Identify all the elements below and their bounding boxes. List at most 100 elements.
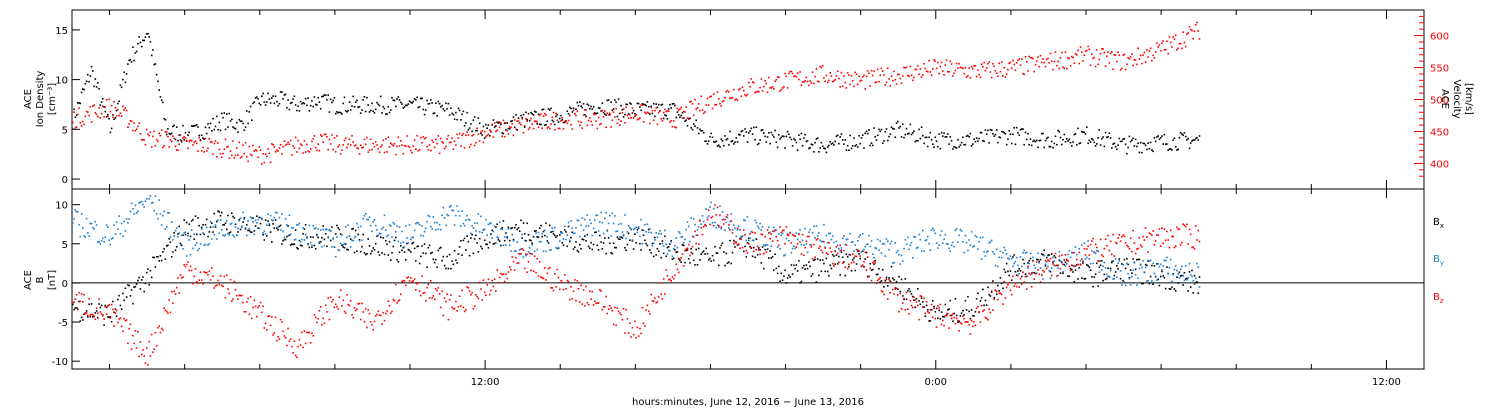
velocity-point <box>605 126 607 129</box>
velocity-point <box>870 69 873 72</box>
density-point <box>733 143 735 145</box>
density-point <box>646 101 649 103</box>
bx-point <box>1057 264 1059 267</box>
density-point <box>274 95 277 98</box>
velocity-point <box>418 148 421 151</box>
bx-point <box>536 236 538 238</box>
density-point <box>617 98 620 100</box>
density-point <box>229 120 232 122</box>
by-point <box>426 220 428 223</box>
density-point <box>1152 150 1154 153</box>
velocity-point <box>1062 66 1064 68</box>
bz-point <box>987 318 989 321</box>
velocity-point <box>861 76 864 78</box>
by-point <box>570 220 572 222</box>
bx-point <box>833 255 835 257</box>
bx-point <box>493 242 496 245</box>
velocity-point <box>764 80 766 82</box>
by-point <box>403 245 406 248</box>
by-point <box>990 239 993 242</box>
velocity-point <box>164 131 167 133</box>
bz-point <box>566 279 569 282</box>
bx-point <box>854 269 856 272</box>
by-point <box>481 231 483 234</box>
bz-point <box>824 247 826 249</box>
bz-point <box>542 277 545 280</box>
velocity-point <box>780 88 783 91</box>
bz-point <box>998 292 1000 295</box>
by-point <box>108 239 110 241</box>
bz-point <box>1138 237 1141 239</box>
bx-point <box>585 240 587 242</box>
density-point <box>1189 142 1192 144</box>
velocity-point <box>249 153 252 156</box>
bz-point <box>319 306 322 308</box>
bz-point <box>739 247 741 250</box>
by-point <box>893 261 895 264</box>
by-point <box>205 226 208 229</box>
density-point <box>806 139 809 142</box>
bx-point <box>242 221 244 223</box>
bx-point <box>82 319 84 321</box>
velocity-point <box>303 140 306 142</box>
density-point <box>965 135 968 137</box>
by-point <box>299 241 302 243</box>
density-point <box>651 112 654 115</box>
density-point <box>665 114 667 117</box>
velocity-point <box>243 152 246 155</box>
bz-point <box>804 246 806 249</box>
bx-point <box>1134 268 1137 271</box>
density-point <box>917 140 919 142</box>
bz-point <box>169 311 172 314</box>
velocity-point <box>629 113 631 116</box>
density-point <box>538 123 541 125</box>
bx-point <box>447 267 450 270</box>
density-point <box>898 127 900 129</box>
density-point <box>511 120 513 122</box>
bz-point <box>1008 282 1010 284</box>
density-point <box>730 140 733 143</box>
density-point <box>750 127 753 130</box>
bz-point <box>286 344 288 347</box>
bx-point <box>312 236 314 239</box>
density-point <box>839 136 841 138</box>
bx-point <box>893 279 895 281</box>
density-point <box>219 129 222 132</box>
bz-point <box>411 281 413 283</box>
velocity-point <box>426 145 428 148</box>
bz-point <box>562 288 565 291</box>
bz-point <box>890 281 893 284</box>
by-point <box>960 230 963 232</box>
density-point <box>366 96 368 99</box>
bx-point <box>374 242 377 245</box>
bx-point <box>610 252 612 254</box>
by-point <box>1033 264 1035 267</box>
bz-point <box>1052 263 1054 265</box>
bz-point <box>704 223 706 226</box>
velocity-point <box>815 68 818 70</box>
by-point <box>1037 252 1039 254</box>
bx-point <box>576 249 579 252</box>
bz-point <box>820 249 823 252</box>
velocity-point <box>1162 40 1164 42</box>
bz-point <box>1015 285 1018 288</box>
bz-point <box>216 284 218 286</box>
by-point <box>897 249 899 252</box>
bz-point <box>773 230 775 233</box>
velocity-point <box>88 114 90 117</box>
velocity-point <box>609 112 611 115</box>
bz-point <box>689 254 691 257</box>
density-point <box>495 125 497 127</box>
bz-point <box>584 305 586 307</box>
density-point <box>925 136 928 139</box>
by-point <box>172 239 174 241</box>
density-point <box>994 133 997 136</box>
velocity-point <box>508 126 511 128</box>
density-point <box>642 103 645 106</box>
density-point <box>1117 144 1119 146</box>
velocity-point <box>569 114 571 117</box>
bx-point <box>173 232 175 234</box>
velocity-point <box>774 80 776 83</box>
density-point <box>705 140 707 143</box>
by-point <box>745 239 748 242</box>
